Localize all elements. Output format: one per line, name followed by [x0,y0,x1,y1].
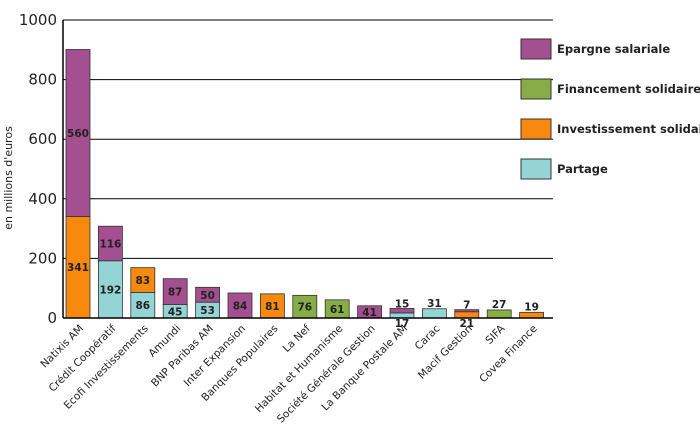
legend-swatch [520,78,552,100]
legend-label: Epargne salariale [557,42,670,56]
bar-segment [195,286,221,303]
legend-label: Financement solidaire [557,82,700,96]
data-label: 86 [135,300,150,312]
legend-label: Investissement solidaire [557,122,700,136]
bar-segment [227,292,253,319]
data-label: 116 [99,239,121,251]
bars: 341 560 192 116 86 83 45 87 53 50 84 81 76 61 41 17 15 31… [65,49,544,330]
y-tick-label: 800 [28,71,57,89]
y-tick-label: 1000 [19,11,57,29]
data-label: 84 [233,300,248,312]
data-label: 50 [200,290,215,302]
y-tick-label: 400 [28,190,57,208]
data-label: 7 [463,300,470,312]
data-label: 21 [459,318,474,330]
data-label: 341 [67,262,89,274]
data-label: 192 [99,284,121,296]
bar-segment [130,267,156,293]
data-label: 41 [362,307,377,319]
category-label: Covea Finance [477,323,539,385]
data-label: 31 [427,298,442,310]
bar-segment [389,308,415,314]
bar-segment [162,278,188,305]
data-label: 61 [330,304,345,316]
data-label: 17 [395,318,410,330]
bar-segment [65,215,91,319]
bar-segment [259,293,285,319]
legend-swatch [520,158,552,180]
legend-swatch [520,118,552,140]
y-tick-label: 600 [28,130,57,148]
data-label: 76 [297,302,312,314]
y-axis-ticks: 0 200 400 600 800 1000 [19,11,57,327]
data-label: 19 [524,301,539,313]
y-axis-label: en millions d'euros [2,126,15,230]
legend-label: Partage [557,162,608,176]
data-label: 53 [200,305,215,317]
bar-segment [421,308,447,319]
legend: Epargne salariale Financement solidaire In… [520,38,700,180]
gridlines [63,19,553,259]
data-label: 45 [168,306,183,318]
bar-segment [65,49,91,217]
category-label: Carac [413,322,443,352]
y-tick-label: 0 [47,309,57,327]
data-label: 27 [492,299,507,311]
data-label: 81 [265,301,280,313]
legend-swatch [520,38,552,60]
bar-segment [454,309,480,313]
category-label: SIFA [483,322,508,347]
data-label: 87 [168,287,183,299]
bar-segment [98,225,123,262]
data-label: 83 [135,275,150,287]
data-label: 15 [395,298,410,310]
data-label: 560 [67,128,89,140]
y-tick-label: 200 [28,249,57,267]
bar-segment [486,309,512,319]
